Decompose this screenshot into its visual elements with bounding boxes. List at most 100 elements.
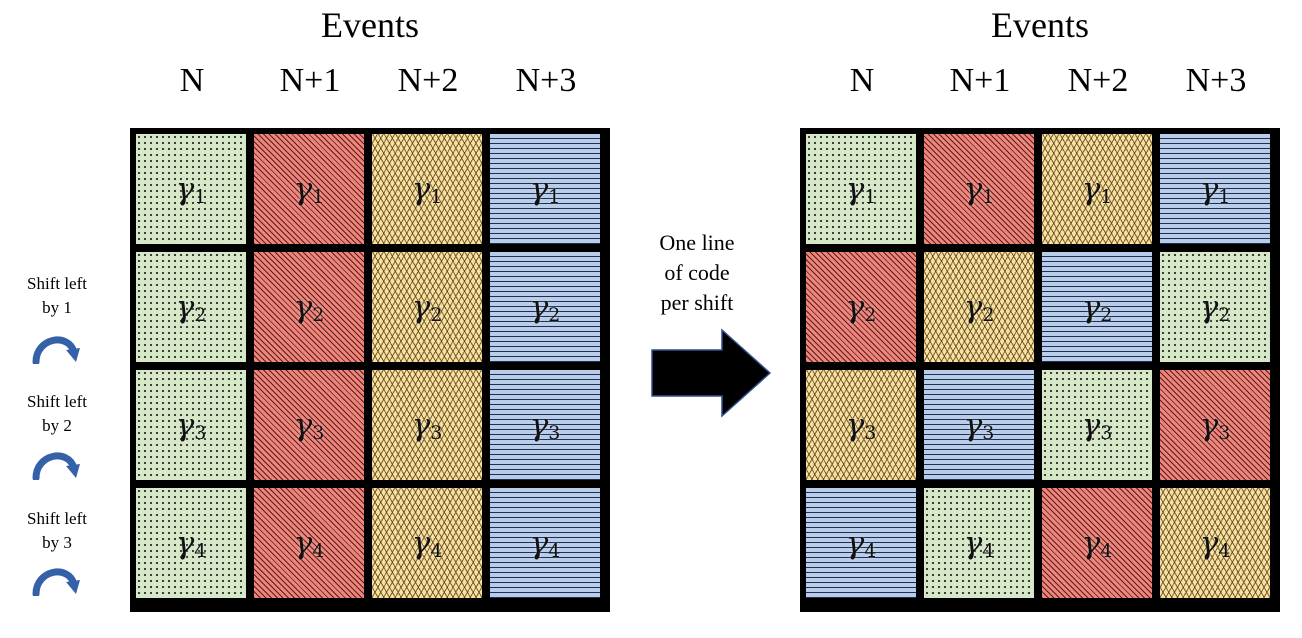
gamma-symbol: γ1 [964,173,995,206]
gamma-symbol: γ3 [294,409,325,444]
grid-cell: γ3 [924,370,1034,480]
left-grid: γ1 γ1 γ1 γ1 γ2 γ2 γ2 γ2 γ3 γ3 γ3 γ3 γ4 γ4 γ4 γ4 [130,128,610,612]
gamma-symbol: γ1 [1082,173,1113,208]
gamma-letter: γ [963,524,983,561]
gamma-subscript: 3 [982,421,995,444]
transform-note: One line of code per shift [632,228,762,318]
gamma-subscript: 1 [1100,185,1113,208]
gamma-symbol: γ3 [1199,406,1231,444]
gamma-subscript: 4 [1100,539,1113,562]
gamma-letter: γ [293,170,313,207]
gamma-subscript: 4 [548,539,561,562]
gamma-letter: γ [529,170,549,207]
gamma-subscript: 3 [864,421,877,444]
gamma-symbol: γ2 [175,288,207,326]
gamma-letter: γ [411,288,431,325]
grid-cell: γ2 [372,252,482,362]
gamma-symbol: γ1 [529,170,561,207]
grid-cell: γ2 [924,252,1034,362]
gamma-subscript: 2 [864,303,877,326]
left-col-header-n1: N+1 [279,62,341,99]
shift-label-3-line2: by 3 [42,533,72,552]
gamma-symbol: γ4 [846,527,877,562]
grid-cell: γ2 [1042,252,1152,362]
gamma-subscript: 1 [194,185,207,208]
gamma-symbol: γ3 [175,406,207,444]
gamma-symbol: γ4 [411,524,443,561]
gamma-subscript: 4 [982,539,995,562]
grid-cell: γ3 [254,370,364,480]
gamma-letter: γ [963,288,983,325]
gamma-subscript: 3 [194,421,207,444]
gamma-symbol: γ4 [1200,527,1231,562]
grid-cell: γ1 [924,134,1034,244]
gamma-subscript: 4 [864,539,877,562]
grid-cell: γ3 [806,370,916,480]
gamma-symbol: γ4 [1081,524,1113,562]
gamma-symbol: γ4 [175,524,207,561]
gamma-letter: γ [1081,524,1101,561]
gamma-symbol: γ4 [963,524,995,562]
grid-cell: γ4 [1160,488,1270,598]
grid-cell: γ2 [490,252,600,362]
gamma-letter: γ [175,406,195,443]
gamma-subscript: 2 [430,303,443,326]
gamma-symbol: γ1 [293,170,325,207]
gamma-symbol: γ1 [1200,173,1231,206]
gamma-letter: γ [175,288,195,325]
gamma-letter: γ [1199,406,1219,443]
gamma-symbol: γ1 [846,173,877,206]
gamma-symbol: γ3 [1082,409,1113,442]
grid-cell: γ1 [1160,134,1270,244]
gamma-subscript: 3 [312,421,325,444]
grid-cell: γ2 [806,252,916,362]
grid-cell: γ3 [372,370,482,480]
curved-arrow-icon [32,336,80,364]
gamma-subscript: 1 [430,185,443,208]
grid-cell: γ2 [254,252,364,362]
gamma-letter: γ [529,406,549,443]
grid-cell: γ1 [136,134,246,244]
shift-label-2: Shift left by 2 [8,390,106,438]
curved-arrow-icon [32,568,80,596]
gamma-subscript: 2 [548,303,561,326]
gamma-symbol: γ1 [175,170,207,208]
gamma-symbol: γ3 [411,406,443,443]
gamma-letter: γ [529,288,549,325]
gamma-symbol: γ4 [293,524,325,561]
grid-cell: γ3 [136,370,246,480]
grid-cell: γ1 [372,134,482,244]
gamma-symbol: γ4 [530,527,561,562]
gamma-subscript: 2 [982,303,995,326]
grid-cell: γ3 [1160,370,1270,480]
gamma-subscript: 4 [1218,539,1231,562]
transform-note-line2: of code [664,260,730,285]
gamma-letter: γ [411,406,431,443]
gamma-letter: γ [411,524,431,561]
gamma-letter: γ [293,288,313,325]
transform-note-line1: One line [659,230,735,255]
grid-cell: γ3 [490,370,600,480]
grid-cell: γ4 [1042,488,1152,598]
gamma-subscript: 3 [1218,421,1231,444]
curved-arrow-icon [32,452,80,480]
left-col-header-n2: N+2 [397,62,459,99]
gamma-symbol: γ2 [963,288,995,326]
gamma-symbol: γ2 [529,288,561,326]
grid-cell: γ3 [1042,370,1152,480]
gamma-letter: γ [175,524,195,561]
right-arrow-icon [651,328,772,418]
shift-label-2-line2: by 2 [42,416,72,435]
shift-label-1-line2: by 1 [42,298,72,317]
right-col-header-n1: N+1 [949,62,1011,99]
gamma-letter: γ [293,524,313,561]
gamma-subscript: 2 [1100,303,1113,326]
grid-cell: γ4 [254,488,364,598]
gamma-letter: γ [175,170,195,207]
gamma-subscript: 2 [194,303,207,326]
gamma-letter: γ [411,170,431,207]
shift-label-1-line1: Shift left [27,274,87,293]
grid-cell: γ1 [490,134,600,244]
left-col-header-n3: N+3 [515,62,577,99]
gamma-letter: γ [1081,288,1101,325]
